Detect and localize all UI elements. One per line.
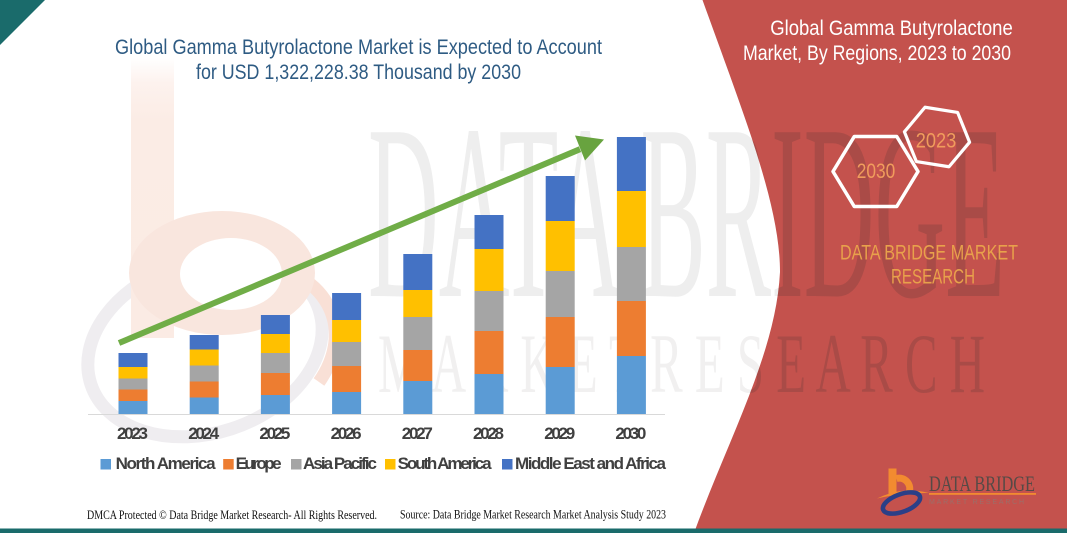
svg-text:Asia Pacific: Asia Pacific bbox=[303, 454, 377, 473]
svg-text:2026: 2026 bbox=[331, 424, 362, 443]
svg-text:2030: 2030 bbox=[615, 424, 646, 443]
svg-text:DATA BRIDGE: DATA BRIDGE bbox=[929, 471, 1035, 496]
svg-text:RESEARCH: RESEARCH bbox=[891, 266, 975, 289]
svg-text:MARKET RESEARCH: MARKET RESEARCH bbox=[929, 499, 1026, 506]
svg-text:2027: 2027 bbox=[402, 424, 433, 443]
svg-text:South America: South America bbox=[398, 454, 493, 473]
svg-text:2023: 2023 bbox=[916, 130, 957, 153]
svg-text:Global Gamma Butyrolactone Mar: Global Gamma Butyrolactone Market is Exp… bbox=[115, 36, 602, 59]
svg-text:Source: Data Bridge Market Res: Source: Data Bridge Market Research Mark… bbox=[400, 508, 666, 522]
svg-text:Europe: Europe bbox=[236, 454, 282, 473]
svg-text:2028: 2028 bbox=[473, 424, 504, 443]
svg-text:2023: 2023 bbox=[117, 424, 148, 443]
svg-text:2029: 2029 bbox=[544, 424, 575, 443]
svg-text:Market, By Regions, 2023 to 20: Market, By Regions, 2023 to 2030 bbox=[743, 42, 1011, 65]
svg-text:Global Gamma Butyrolactone: Global Gamma Butyrolactone bbox=[770, 17, 1013, 40]
svg-text:Middle East and Africa: Middle East and Africa bbox=[515, 454, 667, 473]
svg-text:DMCA Protected © Data Bridge M: DMCA Protected © Data Bridge Market Rese… bbox=[87, 508, 377, 522]
svg-text:DATA BRIDGE MARKET: DATA BRIDGE MARKET bbox=[840, 242, 1018, 265]
svg-text:2024: 2024 bbox=[188, 424, 220, 443]
svg-text:2025: 2025 bbox=[259, 424, 290, 443]
svg-text:North America: North America bbox=[116, 454, 217, 473]
svg-text:2030: 2030 bbox=[857, 160, 896, 183]
svg-text:for USD 1,322,228.38 Thousand: for USD 1,322,228.38 Thousand by 2030 bbox=[196, 61, 521, 84]
